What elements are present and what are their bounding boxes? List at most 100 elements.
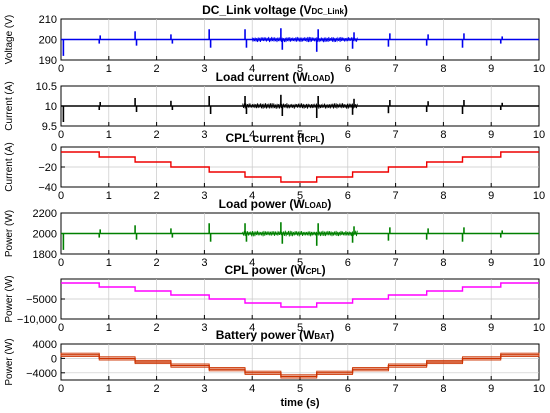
subplot-title: CPL current (ICPL) [225, 131, 324, 145]
x-tick-label: 4 [249, 257, 255, 269]
x-tick-label: 3 [201, 190, 207, 202]
x-tick-label: 6 [345, 257, 351, 269]
title-subscript: CPL [306, 267, 322, 276]
y-tick-label: 200 [39, 35, 57, 47]
title-end: ) [344, 3, 348, 17]
series-ripple [242, 230, 358, 237]
x-tick-label: 9 [488, 257, 494, 269]
y-tick-label: −10,000 [17, 314, 57, 326]
title-end: ) [330, 328, 334, 342]
y-tick-label: 190 [39, 55, 57, 67]
y-axis-label: Power (W) [4, 338, 15, 385]
subplot-6: Battery power (WBAT)Power (W) −4000040000… [4, 328, 545, 409]
subplot-title: Battery power (WBAT) [216, 328, 335, 342]
x-tick-label: 7 [393, 257, 399, 269]
x-tick-label: 4 [249, 63, 255, 75]
x-tick-label: 1 [106, 129, 112, 141]
y-axis-label: Power (W) [4, 210, 15, 257]
y-tick-label: 10.5 [36, 81, 57, 93]
title-end: ) [321, 131, 325, 145]
x-tick-label: 3 [201, 257, 207, 269]
subplot-4: Load power (WLOAD) Power (W) 1800 2000 2200 0… [4, 197, 545, 269]
x-tick-label: 0 [58, 383, 64, 395]
x-tick-label: 5 [297, 257, 303, 269]
x-tick-label: 2 [154, 257, 160, 269]
x-tick-label: 6 [345, 322, 351, 334]
x-tick-label: 8 [440, 63, 446, 75]
series-ripple [242, 102, 358, 109]
series-band [316, 370, 354, 375]
subplot-title: CPL power (WCPL) [224, 263, 325, 277]
x-tick-label: 10 [533, 257, 545, 269]
x-tick-label: 10 [533, 190, 545, 202]
y-axis-label: Current (A) [4, 81, 15, 130]
x-tick-label: 7 [393, 129, 399, 141]
title-subscript: DC_Link [311, 7, 344, 16]
x-tick-label: 8 [440, 129, 446, 141]
title-end: ) [327, 197, 331, 211]
y-tick-label: 10 [45, 101, 57, 113]
x-tick-label: 10 [533, 129, 545, 141]
x-tick-label: 0 [58, 129, 64, 141]
x-tick-label: 7 [393, 322, 399, 334]
x-tick-label: 3 [201, 63, 207, 75]
x-tick-label: 2 [154, 383, 160, 395]
title-subscript: BAT [314, 332, 330, 341]
series-band [462, 356, 502, 361]
y-axis-label: Current (A) [4, 142, 15, 191]
x-tick-label: 9 [488, 63, 494, 75]
x-tick-label: 1 [106, 322, 112, 334]
y-tick-label: 2000 [33, 229, 57, 241]
title-main: Load current (W [216, 70, 309, 84]
x-tick-label: 0 [58, 190, 64, 202]
subplot-5: CPL power (WCPL) Power (W) −10,000 −5000 0 1 2… [4, 263, 545, 334]
x-tick-label: 0 [58, 322, 64, 334]
title-main: DC_Link voltage (V [202, 3, 311, 17]
series-line [61, 282, 539, 308]
x-tick-label: 10 [533, 63, 545, 75]
title-main: CPL current (I [225, 131, 304, 145]
x-tick-label: 3 [201, 129, 207, 141]
title-main: Load power (W [219, 197, 306, 211]
x-tick-label: 4 [249, 129, 255, 141]
title-subscript: CPL [305, 135, 321, 144]
x-tick-label: 6 [345, 383, 351, 395]
x-tick-label: 9 [488, 190, 494, 202]
series-band [170, 363, 210, 368]
y-axis-label: Power (W) [4, 275, 15, 322]
series-band [500, 352, 540, 357]
x-tick-label: 9 [488, 322, 494, 334]
x-tick-label: 1 [106, 63, 112, 75]
x-tick-label: 10 [533, 383, 545, 395]
x-tick-label: 1 [106, 190, 112, 202]
series-line [61, 354, 539, 378]
x-tick-label: 3 [201, 383, 207, 395]
x-tick-label: 5 [297, 190, 303, 202]
subplot-1: DC_Link voltage (VDC_Link)Voltage (V) 190… [4, 3, 545, 75]
series-band [280, 374, 318, 379]
series-band [60, 352, 100, 357]
title-subscript: LOAD [305, 201, 328, 210]
subplot-3: CPL current (ICPL)Current (A) −40−2000 1 2 3… [4, 131, 545, 202]
series-band [244, 370, 282, 375]
y-tick-label: 0 [51, 142, 57, 154]
x-tick-label: 1 [106, 257, 112, 269]
x-tick-label: 6 [345, 129, 351, 141]
x-tick-label: 5 [297, 383, 303, 395]
x-tick-label: 10 [533, 322, 545, 334]
x-tick-label: 4 [249, 383, 255, 395]
x-tick-label: 5 [297, 63, 303, 75]
series-ripple [251, 36, 358, 43]
x-tick-label: 1 [106, 383, 112, 395]
x-tick-label: 5 [297, 322, 303, 334]
x-tick-label: 2 [154, 190, 160, 202]
series-band [208, 367, 246, 372]
x-tick-label: 7 [393, 190, 399, 202]
y-tick-label: −5000 [26, 294, 57, 306]
y-tick-label: 210 [39, 14, 57, 26]
x-tick-label: 2 [154, 63, 160, 75]
x-tick-label: 8 [440, 190, 446, 202]
y-tick-label: −4000 [26, 368, 57, 380]
x-tick-label: 4 [249, 190, 255, 202]
